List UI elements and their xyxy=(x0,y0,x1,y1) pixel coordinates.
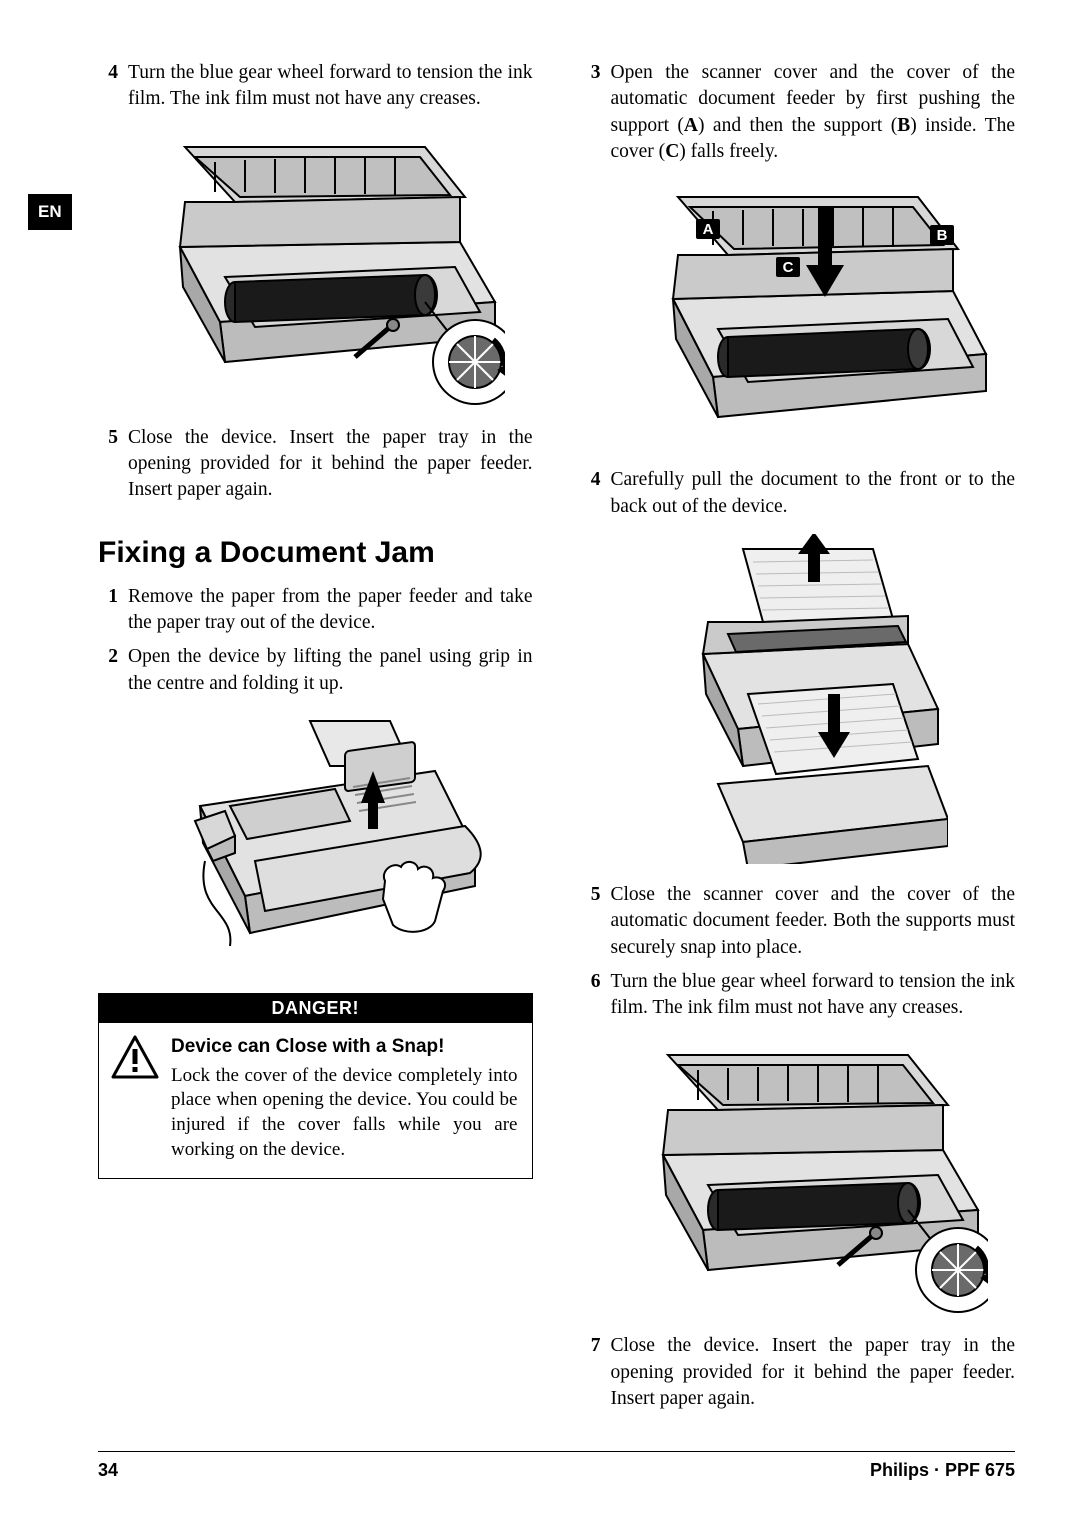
danger-heading: DANGER! xyxy=(99,994,532,1023)
illustration-ink-film-2 xyxy=(581,1035,1016,1315)
label-b: B xyxy=(936,227,947,244)
step-number: 5 xyxy=(98,425,118,504)
step-text: Close the device. Insert the paper tray … xyxy=(611,1333,1016,1412)
danger-body-text: Lock the cover of the device completely … xyxy=(171,1065,518,1160)
right-step-5: 5 Close the scanner cover and the cover … xyxy=(581,882,1016,961)
step-text: Open the device by lifting the panel usi… xyxy=(128,644,533,697)
illustration-ink-film-1 xyxy=(98,127,533,407)
left-step-5: 5 Close the device. Insert the paper tra… xyxy=(98,425,533,504)
step-text: Turn the blue gear wheel forward to tens… xyxy=(128,60,533,113)
right-step-4: 4 Carefully pull the document to the fro… xyxy=(581,467,1016,520)
step-text: Close the scanner cover and the cover of… xyxy=(611,882,1016,961)
step-text: Remove the paper from the paper feeder a… xyxy=(128,584,533,637)
step-number: 4 xyxy=(98,60,118,113)
page-footer: 34 Philips · PPF 675 xyxy=(98,1451,1015,1481)
right-step-6: 6 Turn the blue gear wheel forward to te… xyxy=(581,969,1016,1022)
step-number: 7 xyxy=(581,1333,601,1412)
danger-text: Device can Close with a Snap! Lock the c… xyxy=(171,1035,518,1162)
step-text: Close the device. Insert the paper tray … xyxy=(128,425,533,504)
content-columns: 4 Turn the blue gear wheel forward to te… xyxy=(98,60,1015,1420)
right-step-7: 7 Close the device. Insert the paper tra… xyxy=(581,1333,1016,1412)
right-column: 3 Open the scanner cover and the cover o… xyxy=(581,60,1016,1420)
section-heading: Fixing a Document Jam xyxy=(98,536,533,570)
danger-title: Device can Close with a Snap! xyxy=(171,1035,518,1060)
step-number: 6 xyxy=(581,969,601,1022)
danger-callout: DANGER! Device can Close with a Snap! Lo… xyxy=(98,993,533,1179)
illustration-scanner-cover: A B C xyxy=(581,179,1016,449)
left-step-1: 1 Remove the paper from the paper feeder… xyxy=(98,584,533,637)
right-step-3: 3 Open the scanner cover and the cover o… xyxy=(581,60,1016,165)
page-number: 34 xyxy=(98,1460,118,1481)
left-step-2: 2 Open the device by lifting the panel u… xyxy=(98,644,533,697)
step-number: 4 xyxy=(581,467,601,520)
left-step-4: 4 Turn the blue gear wheel forward to te… xyxy=(98,60,533,113)
step-number: 1 xyxy=(98,584,118,637)
label-a: A xyxy=(702,221,713,238)
step-text: Open the scanner cover and the cover of … xyxy=(611,60,1016,165)
left-column: 4 Turn the blue gear wheel forward to te… xyxy=(98,60,533,1420)
illustration-pull-document xyxy=(581,534,1016,864)
step-text: Turn the blue gear wheel forward to tens… xyxy=(611,969,1016,1022)
step-text: Carefully pull the document to the front… xyxy=(611,467,1016,520)
warning-icon xyxy=(111,1035,159,1162)
step-number: 3 xyxy=(581,60,601,165)
illustration-lift-panel xyxy=(98,711,533,971)
label-c: C xyxy=(782,259,793,276)
step-number: 5 xyxy=(581,882,601,961)
step-number: 2 xyxy=(98,644,118,697)
product-name: Philips · PPF 675 xyxy=(870,1460,1015,1481)
language-tab: EN xyxy=(28,194,72,230)
